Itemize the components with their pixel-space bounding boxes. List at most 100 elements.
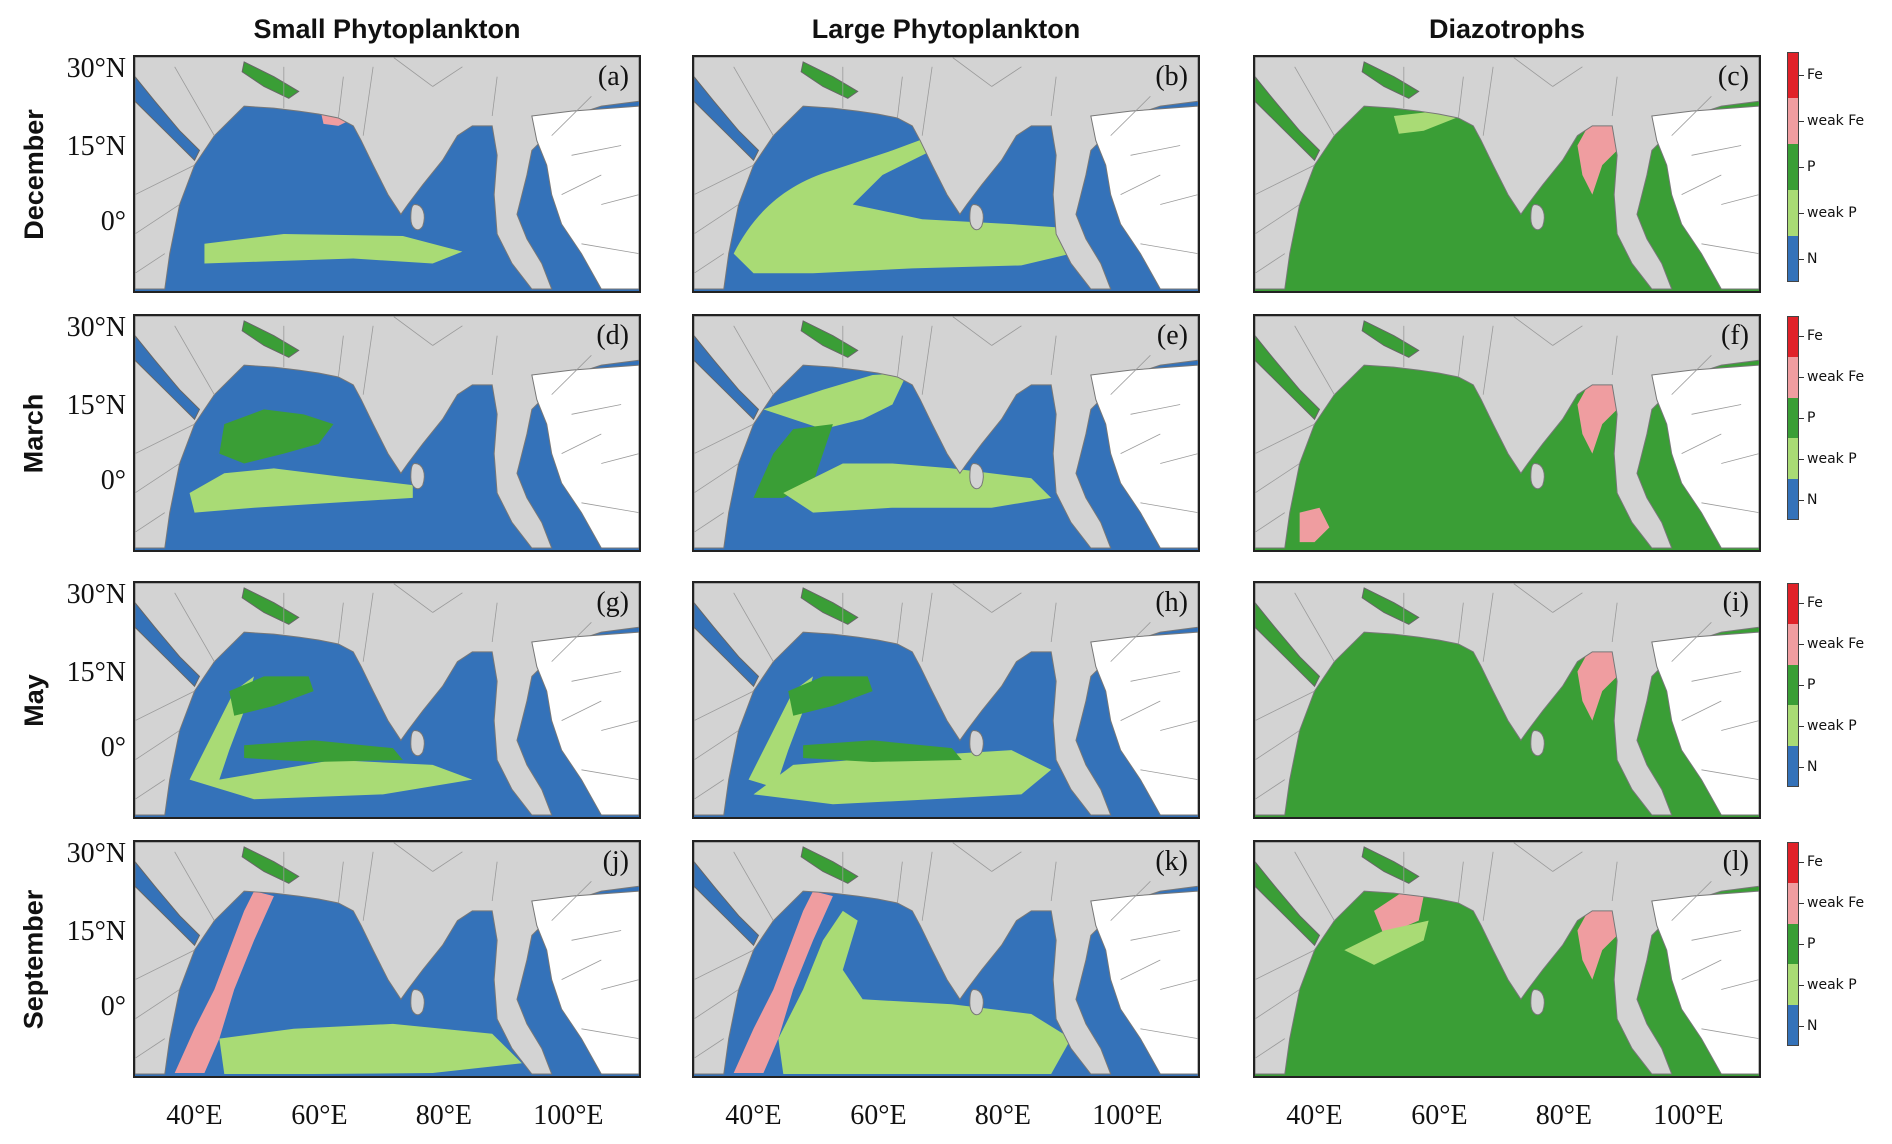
colorbar-label: N bbox=[1807, 1017, 1818, 1034]
country-border bbox=[1120, 174, 1161, 195]
country-border bbox=[491, 602, 498, 643]
country-border bbox=[561, 959, 602, 980]
limitation-region bbox=[1299, 507, 1330, 543]
country-border bbox=[174, 592, 215, 662]
country-border bbox=[392, 583, 433, 613]
longitude-label: 100°E bbox=[1092, 1100, 1163, 1131]
country-border bbox=[694, 253, 724, 274]
country-border bbox=[362, 851, 374, 921]
country-border bbox=[551, 96, 592, 136]
persian-gulf bbox=[241, 846, 300, 884]
country-border bbox=[1552, 592, 1583, 613]
country-border bbox=[1681, 959, 1722, 980]
land-mass-east bbox=[1090, 105, 1198, 290]
colorbar-label: N bbox=[1807, 491, 1818, 508]
country-border bbox=[1482, 325, 1494, 395]
country-border bbox=[1050, 602, 1057, 643]
country-border bbox=[174, 325, 215, 395]
country-border bbox=[1552, 851, 1583, 872]
limitation-region bbox=[189, 468, 413, 513]
country-border bbox=[1110, 881, 1151, 921]
country-border bbox=[1671, 355, 1712, 395]
colorbar-frame bbox=[1787, 52, 1799, 282]
country-border bbox=[571, 671, 622, 682]
country-border bbox=[135, 779, 165, 800]
red-sea bbox=[694, 601, 760, 688]
country-border bbox=[1671, 881, 1712, 921]
longitude-label: 40°E bbox=[1286, 1100, 1343, 1131]
limitation-region bbox=[733, 891, 833, 1074]
limitation-region bbox=[174, 891, 274, 1074]
latitude-label: 0° bbox=[100, 465, 126, 496]
country-border bbox=[571, 404, 622, 415]
colorbar-label: P bbox=[1807, 410, 1816, 426]
country-border bbox=[694, 1038, 724, 1059]
colorbar-tick bbox=[1799, 644, 1804, 646]
limitation-region bbox=[783, 463, 1052, 513]
country-border bbox=[1512, 583, 1553, 613]
map-svg bbox=[694, 57, 1198, 291]
country-border bbox=[1457, 335, 1464, 378]
country-border bbox=[1255, 1038, 1285, 1059]
country-border bbox=[135, 949, 195, 980]
country-border bbox=[1160, 979, 1198, 990]
latitude-label: 0° bbox=[100, 206, 126, 237]
country-border bbox=[362, 325, 374, 395]
limitation-region bbox=[803, 740, 962, 762]
country-border bbox=[1691, 671, 1742, 682]
colorbar-label: weak Fe bbox=[1807, 369, 1865, 386]
country-border bbox=[1050, 861, 1057, 902]
country-border bbox=[1691, 145, 1742, 156]
land-mass-east bbox=[1651, 364, 1759, 549]
limitation-region bbox=[219, 409, 334, 464]
country-border bbox=[581, 243, 639, 255]
red-sea bbox=[135, 75, 201, 162]
map-panel: (c) bbox=[1253, 55, 1761, 293]
latitude-label: 30°N bbox=[66, 838, 126, 869]
land-mass bbox=[135, 57, 639, 290]
country-border bbox=[1457, 602, 1464, 645]
map-svg bbox=[694, 583, 1198, 817]
colorbar-tick bbox=[1799, 1025, 1804, 1027]
persian-gulf bbox=[1361, 320, 1420, 358]
row-title-text: May bbox=[18, 673, 49, 727]
country-border bbox=[1701, 769, 1759, 781]
persian-gulf bbox=[1361, 846, 1420, 884]
country-border bbox=[1110, 622, 1151, 662]
country-border bbox=[1120, 433, 1161, 454]
limitation-region bbox=[763, 373, 908, 430]
country-border bbox=[694, 164, 754, 195]
country-border bbox=[694, 949, 754, 980]
longitude-label: 60°E bbox=[1411, 1100, 1468, 1131]
country-border bbox=[1611, 602, 1618, 643]
country-border bbox=[1721, 979, 1759, 990]
country-border bbox=[1255, 690, 1315, 721]
country-border bbox=[432, 851, 463, 872]
map-svg bbox=[1255, 842, 1759, 1076]
country-border bbox=[561, 700, 602, 721]
country-border bbox=[1552, 66, 1583, 87]
colorbar-label: P bbox=[1807, 159, 1816, 175]
country-border bbox=[1140, 1028, 1198, 1040]
country-border bbox=[1482, 66, 1494, 136]
longitude-label: 60°E bbox=[291, 1100, 348, 1131]
country-border bbox=[581, 769, 639, 781]
country-border bbox=[1255, 463, 1300, 494]
country-border bbox=[135, 423, 195, 454]
country-border bbox=[1482, 851, 1494, 921]
colorbar-label: weak Fe bbox=[1807, 636, 1865, 653]
limitation-region bbox=[1374, 891, 1424, 936]
country-border bbox=[1255, 423, 1315, 454]
longitude-label: 80°E bbox=[415, 1100, 473, 1131]
country-border bbox=[135, 989, 180, 1020]
country-border bbox=[1691, 404, 1742, 415]
country-border bbox=[1671, 622, 1712, 662]
row-title: September bbox=[8, 840, 60, 1078]
persian-gulf bbox=[800, 61, 859, 99]
country-border bbox=[1255, 730, 1300, 761]
colorbar-frame bbox=[1787, 316, 1799, 520]
longitude-label: 100°E bbox=[1653, 1100, 1724, 1131]
latitude-label: 15°N bbox=[66, 916, 126, 947]
